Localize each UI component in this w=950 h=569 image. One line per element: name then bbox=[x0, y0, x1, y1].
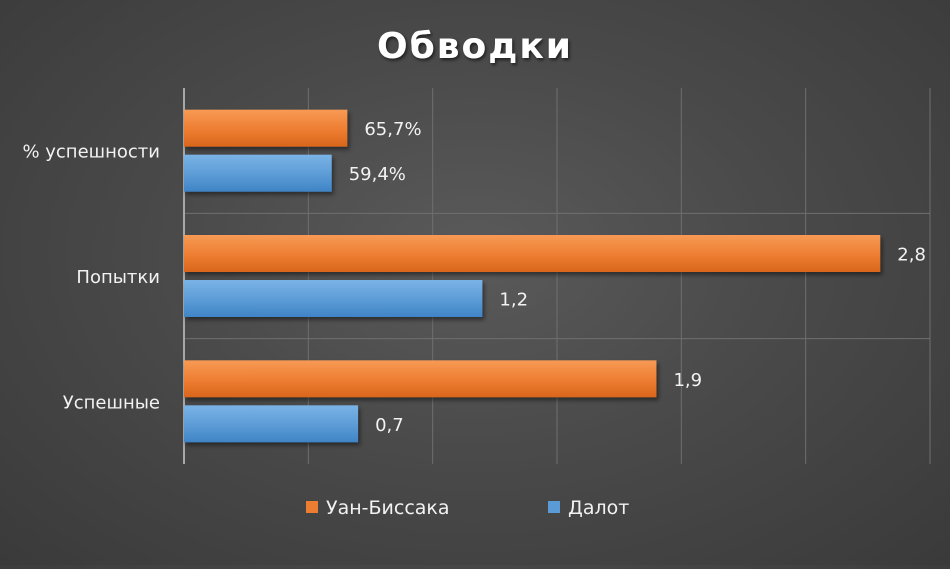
bar-series-2 bbox=[184, 154, 332, 192]
category-label: Попытки bbox=[76, 267, 160, 288]
bar-series-1 bbox=[184, 109, 348, 147]
data-label: 1,2 bbox=[499, 290, 528, 311]
bar-series-2 bbox=[184, 280, 483, 317]
chart-title: Обводки bbox=[377, 26, 573, 67]
category-labels: % успешности Попытки Успешные bbox=[22, 142, 160, 414]
legend-swatch bbox=[548, 501, 560, 513]
category-label: % успешности bbox=[22, 142, 160, 163]
bar-series-1 bbox=[184, 360, 657, 398]
legend-label: Уан-Биссака bbox=[326, 497, 450, 519]
gridlines bbox=[183, 88, 931, 464]
data-label: 0,7 bbox=[375, 415, 404, 436]
legend-swatch bbox=[306, 501, 318, 513]
legend: Уан-Биссака Далот bbox=[306, 497, 629, 519]
data-label: 2,8 bbox=[897, 245, 926, 266]
data-label: 1,9 bbox=[673, 370, 702, 391]
data-labels: 65,7% 59,4% 2,8 1,2 1,9 0,7 bbox=[349, 119, 926, 436]
legend-label: Далот bbox=[568, 497, 629, 519]
bars bbox=[184, 109, 881, 443]
data-label: 59,4% bbox=[349, 164, 406, 185]
bar-series-1 bbox=[184, 235, 881, 272]
bar-series-2 bbox=[184, 405, 359, 443]
category-label: Успешные bbox=[63, 392, 160, 413]
data-label: 65,7% bbox=[364, 119, 421, 140]
